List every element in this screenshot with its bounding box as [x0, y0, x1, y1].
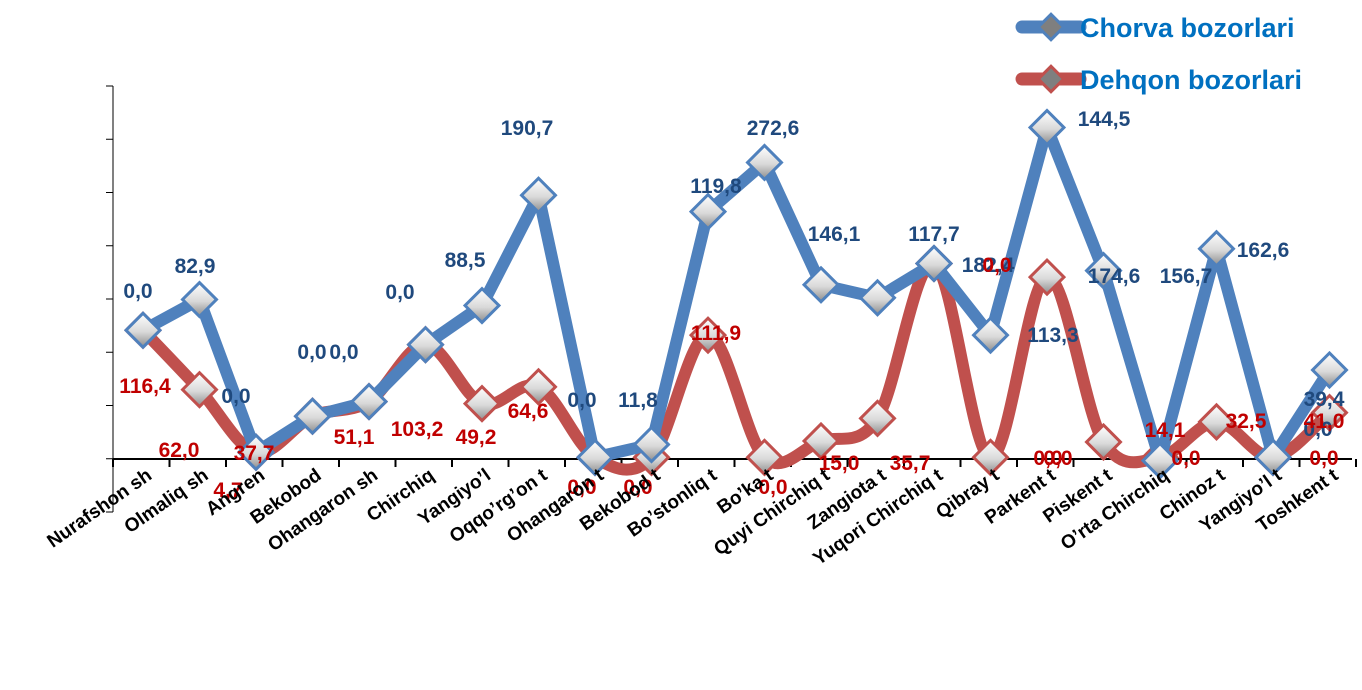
data-label-chorva-9: 11,8	[618, 389, 658, 412]
point-chorva-21[interactable]	[1310, 350, 1349, 390]
point-dehqon-13[interactable]	[858, 399, 897, 438]
data-label-dehqon-1: 62,0	[159, 439, 200, 462]
data-label-dehqon-8: 0,0	[567, 476, 596, 499]
point-chorva-1[interactable]	[180, 280, 219, 319]
data-label-dehqon-9: 0,0	[623, 476, 652, 499]
data-label-dehqon-10: 111,9	[691, 322, 741, 345]
data-label-dehqon-0: 116,4	[119, 375, 171, 398]
data-label-dehqon-18: 0,0	[1171, 447, 1200, 470]
data-label-chorva-11: 272,6	[747, 117, 800, 140]
data-label-dehqon-16: 0,0	[1033, 447, 1062, 470]
data-label-chorva-5: 0,0	[385, 281, 414, 304]
data-label-dehqon-11: 0,0	[758, 476, 787, 499]
data-label-dehqon-5: 103,2	[391, 418, 444, 441]
legend-marker-chorva	[1036, 12, 1066, 42]
data-label-dehqon-7: 64,6	[508, 400, 549, 423]
legend-marker-dehqon	[1036, 64, 1066, 94]
data-label-chorva-8: 0,0	[567, 389, 596, 412]
data-label-chorva-1: 82,9	[175, 255, 216, 278]
data-label-dehqon-3: 37,7	[234, 442, 275, 465]
data-label-dehqon-13: 35,7	[890, 452, 931, 475]
data-label-chorva-15: 113,3	[1027, 324, 1078, 347]
data-label-dehqon-19: 32,5	[1226, 410, 1267, 433]
point-chorva-6[interactable]	[462, 286, 502, 325]
point-chorva-17[interactable]	[1084, 251, 1123, 290]
data-label-chorva-10: 119,8	[690, 175, 742, 198]
point-chorva-16[interactable]	[1027, 108, 1067, 147]
data-label-chorva-3: 0,0	[297, 341, 326, 364]
data-label-dehqon-6: 49,2	[456, 426, 497, 449]
point-dehqon-17[interactable]	[1084, 422, 1123, 462]
point-dehqon-11[interactable]	[745, 438, 784, 477]
data-label-chorva-20: 0,0	[1303, 418, 1332, 441]
data-label-dehqon-4: 51,1	[334, 426, 375, 449]
point-dehqon-10[interactable]	[688, 316, 728, 355]
data-label-chorva-19: 162,6	[1237, 239, 1290, 262]
series-chorva-bozorlari	[123, 108, 1349, 480]
legend-label-dehqon: Dehqon bozorlari	[1080, 65, 1302, 95]
data-label-chorva-2: 0,0	[221, 385, 250, 408]
point-chorva-15[interactable]	[971, 316, 1010, 355]
point-chorva-4[interactable]	[349, 382, 389, 421]
data-label-chorva-16: 144,5	[1078, 108, 1131, 131]
data-label-chorva-13: 117,7	[908, 223, 959, 246]
data-label-chorva-6: 88,5	[445, 249, 486, 272]
point-chorva-5[interactable]	[406, 325, 445, 364]
point-chorva-8[interactable]	[575, 438, 615, 477]
data-label-dehqon-15: 0,0	[1043, 447, 1072, 470]
point-dehqon-16[interactable]	[1027, 258, 1067, 297]
data-label-chorva-7: 190,7	[501, 117, 554, 140]
legend-item-chorva[interactable]: Chorva bozorlari	[1015, 12, 1295, 43]
data-label-dehqon-21: 0,0	[1309, 447, 1338, 470]
point-chorva-12[interactable]	[801, 265, 841, 304]
data-label-chorva-0: 0,0	[123, 280, 152, 303]
data-label-dehqon-17: 14,1	[1145, 419, 1186, 442]
point-dehqon-19[interactable]	[1197, 402, 1236, 441]
data-label-chorva-4: 0,0	[329, 341, 358, 364]
data-label-dehqon-20: 41,0	[1304, 410, 1345, 433]
point-chorva-13[interactable]	[858, 278, 897, 317]
data-label-chorva-17: 174,6	[1088, 265, 1141, 288]
point-dehqon-6[interactable]	[462, 384, 502, 423]
data-label-dehqon-14: 0,0	[982, 254, 1011, 277]
point-dehqon-15[interactable]	[971, 438, 1010, 477]
point-chorva-11[interactable]	[745, 143, 784, 182]
point-chorva-3[interactable]	[293, 397, 332, 436]
data-label-chorva-21: 39,4	[1304, 388, 1345, 411]
point-chorva-0[interactable]	[123, 311, 163, 350]
point-dehqon-7[interactable]	[519, 367, 558, 406]
data-label-chorva-14: 182,4	[962, 254, 1015, 277]
legend-item-dehqon[interactable]: Dehqon bozorlari	[1015, 64, 1302, 95]
data-label-chorva-12: 146,1	[808, 223, 861, 246]
point-chorva-14[interactable]	[914, 244, 954, 283]
data-label-dehqon-2: 4,7	[213, 479, 242, 502]
point-chorva-7[interactable]	[519, 176, 558, 215]
legend: Chorva bozorlari Dehqon bozorlari	[1015, 12, 1302, 95]
point-chorva-20[interactable]	[1253, 438, 1293, 477]
point-chorva-9[interactable]	[632, 425, 671, 464]
data-label-dehqon-12: 15,0	[819, 452, 860, 475]
series-line-chorva	[137, 121, 1336, 467]
point-chorva-18[interactable]	[1140, 441, 1180, 480]
point-chorva-19[interactable]	[1197, 229, 1236, 268]
point-chorva-10[interactable]	[688, 192, 728, 231]
point-dehqon-21[interactable]	[1310, 393, 1349, 432]
point-dehqon-1[interactable]	[180, 370, 219, 409]
point-chorva-2[interactable]	[236, 433, 276, 472]
data-label-chorva-18: 156,7	[1160, 265, 1213, 288]
legend-label-chorva: Chorva bozorlari	[1080, 13, 1295, 43]
point-dehqon-12[interactable]	[801, 421, 841, 461]
